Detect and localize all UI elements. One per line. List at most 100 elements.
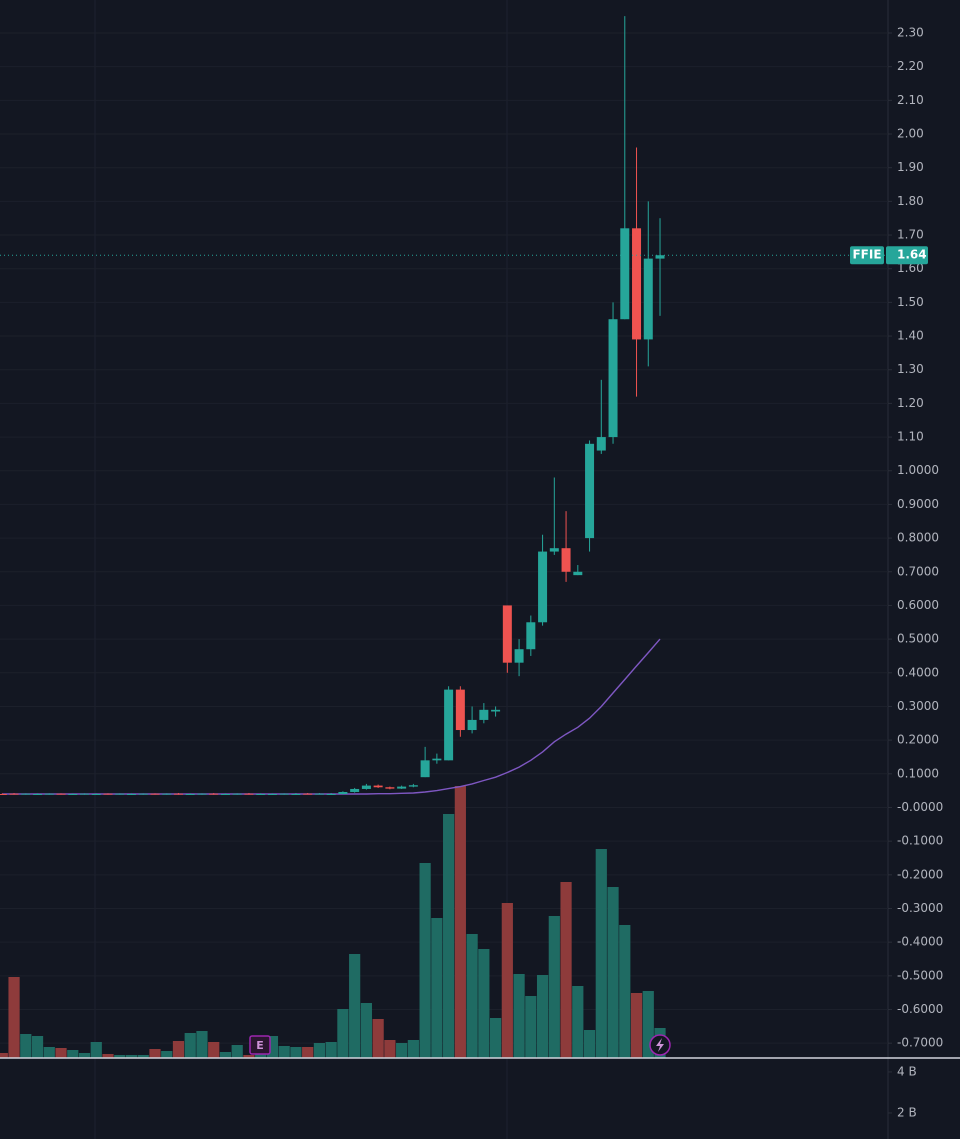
volume-tick-label: 4 B bbox=[897, 1064, 917, 1078]
y-tick-label: -0.4000 bbox=[897, 935, 943, 949]
candle-body bbox=[526, 622, 536, 650]
last-price: FFIE 1.64 bbox=[0, 246, 928, 265]
volume-bar bbox=[501, 903, 513, 1058]
y-tick-label: 1.40 bbox=[897, 329, 924, 343]
volume-bar bbox=[137, 1055, 149, 1058]
candles bbox=[0, 16, 665, 796]
y-tick-label: 2.30 bbox=[897, 25, 924, 39]
y-tick-label: 0.5000 bbox=[897, 632, 939, 646]
volume-bar bbox=[184, 1033, 196, 1058]
volume-bar bbox=[278, 1046, 290, 1058]
y-tick-label: 0.7000 bbox=[897, 564, 939, 578]
candle-body bbox=[408, 785, 418, 787]
volume-bar bbox=[78, 1053, 91, 1058]
candle-body bbox=[150, 793, 160, 795]
candle-body bbox=[643, 258, 653, 340]
candle-body bbox=[350, 788, 360, 792]
volume-bar bbox=[466, 934, 478, 1058]
candle-body bbox=[361, 785, 371, 789]
volume-bar bbox=[231, 1045, 243, 1058]
volume-bar bbox=[325, 1042, 337, 1058]
candle-body bbox=[33, 794, 43, 796]
volume-bar bbox=[125, 1055, 138, 1058]
y-tick-label: 1.30 bbox=[897, 362, 924, 376]
volume-bar bbox=[20, 1034, 32, 1058]
volume-bar bbox=[619, 925, 631, 1058]
candle-body bbox=[397, 786, 407, 789]
volume-bar bbox=[407, 1040, 419, 1058]
candle-body bbox=[620, 228, 630, 320]
volume-bar bbox=[525, 996, 537, 1058]
volume-bar bbox=[419, 863, 431, 1058]
candle-body bbox=[256, 794, 266, 796]
candle-body bbox=[173, 793, 183, 795]
y-tick-label: 1.70 bbox=[897, 228, 924, 242]
candle-body bbox=[432, 758, 442, 761]
volume-bar bbox=[548, 916, 560, 1058]
candle-body bbox=[561, 548, 571, 572]
volume-bar bbox=[583, 1030, 596, 1058]
volume-bar bbox=[431, 918, 443, 1058]
volume-bar bbox=[337, 1009, 349, 1058]
volume-bar bbox=[0, 1053, 8, 1058]
candle-body bbox=[56, 793, 66, 795]
volume-bar bbox=[208, 1042, 220, 1058]
volume-bar bbox=[102, 1054, 114, 1058]
volume-bar bbox=[607, 887, 619, 1058]
volume-bar bbox=[149, 1049, 161, 1058]
y-tick-label: 1.60 bbox=[897, 261, 924, 275]
candle-body bbox=[655, 255, 665, 259]
candle-body bbox=[338, 791, 348, 795]
candle-body bbox=[549, 548, 559, 552]
candle-body bbox=[244, 793, 254, 795]
y-tick-label: 0.8000 bbox=[897, 531, 939, 545]
y-tick-label: 1.20 bbox=[897, 396, 924, 410]
candle-body bbox=[444, 689, 454, 761]
y-tick-label: 1.50 bbox=[897, 295, 924, 309]
candle-body bbox=[479, 709, 489, 720]
volume-bar bbox=[266, 1036, 279, 1058]
volume-bar bbox=[313, 1043, 326, 1058]
volume-bar bbox=[172, 1041, 185, 1058]
candle-body bbox=[632, 228, 642, 340]
volume-bar bbox=[349, 954, 361, 1058]
volume-bar bbox=[55, 1048, 67, 1058]
volume-pane-axis: 4 B 2 B bbox=[888, 1064, 917, 1119]
y-tick-label: 0.9000 bbox=[897, 497, 939, 511]
candle-body bbox=[91, 794, 101, 796]
volume-bar bbox=[478, 949, 490, 1058]
candle-body bbox=[455, 689, 465, 731]
y-tick-label: -0.1000 bbox=[897, 834, 943, 848]
earnings-marker[interactable]: E bbox=[249, 1035, 271, 1055]
y-tick-label: -0.7000 bbox=[897, 1036, 943, 1050]
volume-bar bbox=[630, 993, 643, 1058]
lightning-marker[interactable] bbox=[649, 1034, 671, 1056]
volume-bar bbox=[384, 1040, 396, 1058]
y-tick-label: 2.20 bbox=[897, 59, 924, 73]
candle-body bbox=[267, 794, 277, 796]
candle-body bbox=[538, 551, 548, 623]
candle-body bbox=[420, 760, 430, 778]
candle-body bbox=[126, 794, 136, 796]
y-tick-label: 2.00 bbox=[897, 127, 924, 141]
symbol-box bbox=[850, 246, 884, 265]
y-tick-label: 1.10 bbox=[897, 430, 924, 444]
y-tick-label: -0.3000 bbox=[897, 901, 943, 915]
volume-bar bbox=[114, 1055, 126, 1058]
candle-body bbox=[573, 571, 583, 576]
candle-body bbox=[232, 793, 242, 795]
volume-bar bbox=[90, 1042, 102, 1058]
volume-bar bbox=[536, 975, 549, 1058]
candle-body bbox=[502, 605, 512, 663]
candle-body bbox=[303, 793, 313, 795]
candle-body bbox=[514, 649, 524, 663]
candle-body bbox=[68, 794, 78, 796]
candle-body bbox=[138, 793, 148, 795]
candle-body bbox=[103, 793, 113, 795]
earnings-label: E bbox=[256, 1039, 264, 1052]
candle-body bbox=[197, 793, 207, 795]
volume-bar bbox=[161, 1051, 173, 1058]
volume-bar bbox=[219, 1052, 232, 1058]
y-tick-label: 0.4000 bbox=[897, 665, 939, 679]
y-tick-label: 1.90 bbox=[897, 160, 924, 174]
